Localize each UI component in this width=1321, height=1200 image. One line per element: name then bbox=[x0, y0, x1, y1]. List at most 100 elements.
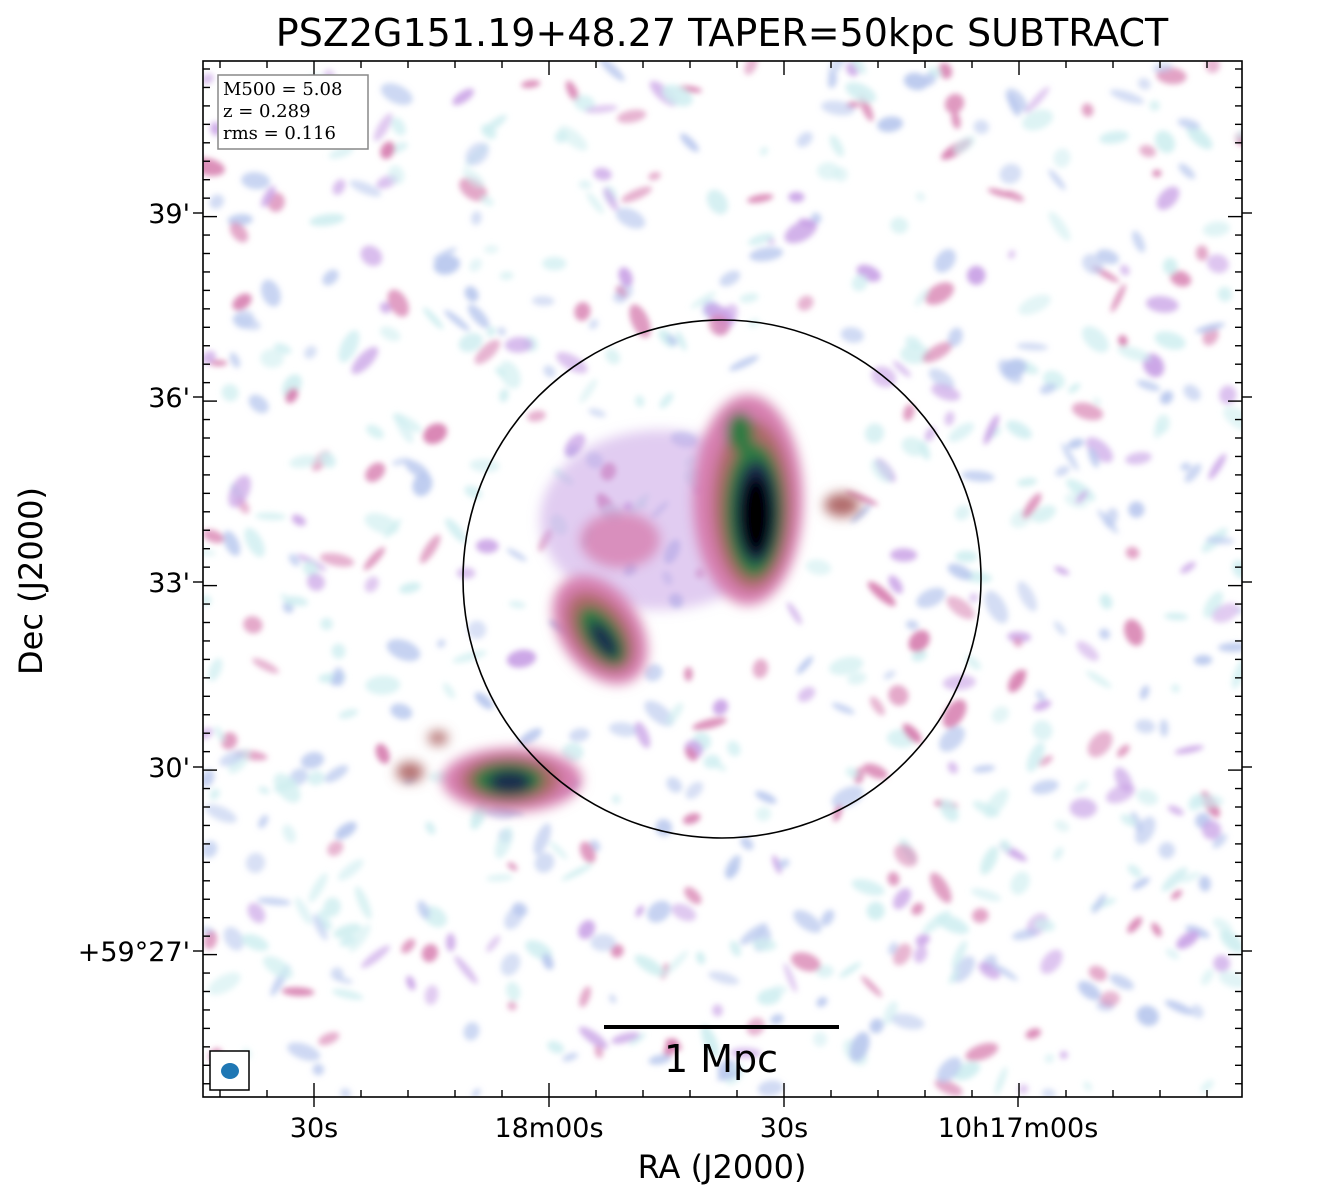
noise-blob bbox=[1035, 690, 1046, 702]
noise-blob bbox=[467, 620, 487, 640]
noise-blob bbox=[999, 163, 1022, 184]
noise-blob bbox=[944, 411, 955, 426]
noise-blob bbox=[375, 743, 390, 764]
noise-blob bbox=[386, 639, 421, 662]
noise-blob bbox=[1091, 893, 1107, 914]
noise-blob bbox=[922, 910, 951, 934]
x-tick-label: 30s bbox=[760, 1113, 808, 1144]
noise-blob bbox=[829, 656, 864, 676]
noise-blob bbox=[287, 1042, 321, 1061]
y-tick-label: 33' bbox=[148, 568, 190, 599]
noise-blob bbox=[955, 550, 978, 563]
noise-blob bbox=[793, 909, 822, 933]
noise-blob bbox=[850, 504, 871, 523]
noise-blob bbox=[727, 740, 741, 757]
noise-blob bbox=[203, 73, 214, 85]
noise-blob bbox=[648, 171, 661, 181]
noise-blob bbox=[1039, 383, 1057, 395]
scale-bar-label: 1 Mpc bbox=[664, 1037, 778, 1081]
noise-blob bbox=[701, 1024, 720, 1059]
central-elongated-source bbox=[540, 395, 860, 610]
noise-blob bbox=[683, 667, 693, 682]
noise-blob bbox=[1128, 501, 1145, 518]
noise-blob bbox=[1135, 816, 1156, 845]
y-tick-labels: 39' 36' 33' 30' +59°27' bbox=[78, 199, 190, 968]
noise-blob bbox=[1213, 918, 1232, 933]
noise-blob bbox=[634, 954, 665, 977]
noise-blob bbox=[1097, 509, 1119, 534]
noise-blob bbox=[796, 656, 814, 675]
noise-blob bbox=[1171, 684, 1180, 693]
noise-blob bbox=[556, 352, 588, 374]
noise-blob bbox=[908, 630, 930, 653]
noise-blob bbox=[675, 331, 687, 351]
noise-blob bbox=[902, 723, 922, 744]
noise-blob bbox=[300, 752, 325, 769]
noise-blob bbox=[951, 111, 961, 129]
noise-blob bbox=[335, 821, 357, 840]
info-rms: rms = 0.116 bbox=[223, 123, 336, 144]
noise-blob bbox=[319, 451, 336, 468]
noise-blob bbox=[578, 180, 592, 190]
noise-blob bbox=[708, 971, 740, 985]
noise-blob bbox=[232, 293, 252, 311]
noise-blob bbox=[588, 319, 599, 330]
x-tick-label: 30s bbox=[290, 1113, 338, 1144]
noise-blob bbox=[348, 924, 371, 952]
noise-blob bbox=[915, 933, 930, 947]
noise-blob bbox=[388, 165, 405, 185]
noise-blob bbox=[484, 245, 499, 254]
noise-blob bbox=[839, 962, 862, 978]
noise-blob bbox=[210, 360, 228, 367]
y-tick-label: 39' bbox=[148, 199, 190, 230]
noise-blob bbox=[1195, 322, 1226, 334]
noise-blob bbox=[1149, 100, 1160, 111]
noise-blob bbox=[888, 685, 909, 706]
noise-blob bbox=[243, 616, 263, 634]
noise-blob bbox=[463, 1022, 480, 1041]
noise-blob bbox=[1180, 561, 1196, 574]
noise-blob bbox=[757, 1080, 784, 1097]
noise-blob bbox=[1013, 637, 1023, 648]
noise-blob bbox=[561, 742, 584, 762]
noise-blob bbox=[1217, 286, 1232, 302]
noise-blob bbox=[520, 80, 541, 88]
noise-blob bbox=[281, 987, 315, 997]
noise-blob bbox=[928, 66, 942, 78]
noise-blob bbox=[558, 125, 588, 151]
noise-blob bbox=[890, 217, 909, 234]
noise-blob bbox=[209, 788, 220, 801]
noise-blob bbox=[888, 941, 898, 955]
noise-blob bbox=[228, 475, 251, 508]
noise-blob bbox=[1211, 603, 1239, 623]
noise-blob bbox=[1061, 442, 1079, 471]
noise-blob bbox=[892, 360, 912, 378]
noise-blob bbox=[911, 649, 927, 662]
noise-blob bbox=[363, 547, 386, 571]
noise-blob bbox=[205, 804, 237, 824]
noise-blob bbox=[291, 514, 306, 526]
noise-blob bbox=[914, 288, 930, 307]
axis-ticks bbox=[193, 61, 1252, 1107]
noise-blob bbox=[562, 1052, 579, 1062]
noise-blob bbox=[1034, 918, 1056, 932]
southern-elongated-source bbox=[552, 575, 648, 685]
noise-blob bbox=[684, 747, 698, 762]
noise-blob bbox=[840, 327, 864, 343]
noise-blob bbox=[931, 383, 961, 401]
noise-blob bbox=[260, 348, 284, 368]
noise-blob bbox=[869, 1018, 884, 1034]
noise-blob bbox=[579, 378, 598, 404]
noise-blob bbox=[425, 821, 436, 835]
noise-blob bbox=[507, 862, 518, 871]
noise-blob bbox=[304, 345, 317, 359]
noise-blob bbox=[337, 859, 364, 881]
noise-blob bbox=[1153, 422, 1164, 439]
noise-blob bbox=[534, 852, 555, 873]
noise-blob bbox=[946, 595, 975, 620]
noise-blob bbox=[903, 72, 929, 91]
noise-blob bbox=[911, 902, 924, 916]
noise-blob bbox=[333, 667, 345, 687]
noise-blob bbox=[883, 670, 896, 680]
noise-blob bbox=[219, 750, 244, 767]
